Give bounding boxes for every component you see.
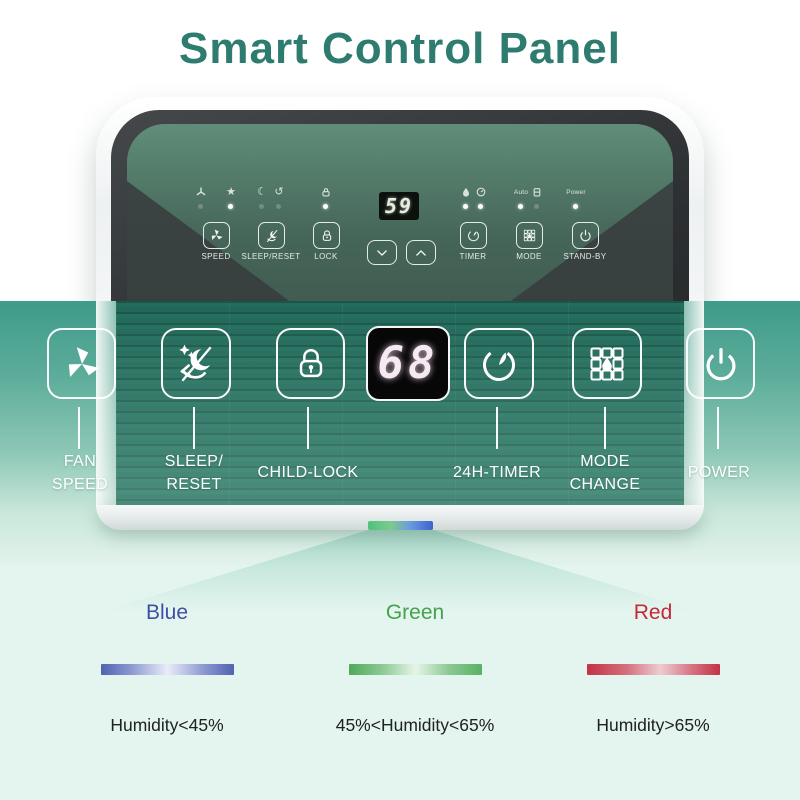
callout-line xyxy=(193,407,195,449)
label-line: MODE xyxy=(580,453,630,470)
sleep-reset-icon xyxy=(179,344,212,381)
panel-speed-label: SPEED xyxy=(201,252,231,261)
callout-line xyxy=(496,407,498,449)
indicator-dot xyxy=(276,204,281,209)
humidity-bar-blue xyxy=(100,664,234,675)
panel-standby-label: STAND-BY xyxy=(563,252,607,261)
auto-indicator-label: Auto xyxy=(513,189,529,196)
sleep-reset-icon xyxy=(266,229,278,242)
humidity-indicator-light xyxy=(368,521,433,530)
panel-up-button[interactable] xyxy=(406,240,436,265)
band-label-timer: 24H-TIMER xyxy=(412,450,582,484)
label-line: SLEEP/ xyxy=(164,453,224,470)
band-label-mode-change: MODE CHANGE xyxy=(520,450,690,496)
legend-column-red: Red Humidity>65% xyxy=(533,600,773,736)
lock-indicator-icon xyxy=(322,188,330,197)
callout-line xyxy=(717,407,719,449)
panel-display: 59 xyxy=(379,192,419,220)
chevron-down-icon xyxy=(377,249,387,256)
panel-mode-label: MODE xyxy=(516,252,542,261)
timer-icon xyxy=(483,348,515,381)
panel-mode-button[interactable] xyxy=(516,222,543,249)
indicator-dot xyxy=(573,204,578,209)
indicator-dot xyxy=(198,204,203,209)
moon-indicator-icon: ☾ xyxy=(257,186,267,198)
band-power-button[interactable] xyxy=(686,328,755,399)
indicator-dot xyxy=(228,204,233,209)
indicator-dot xyxy=(259,204,264,209)
panel-lock-button[interactable] xyxy=(313,222,340,249)
panel-lock-label: LOCK xyxy=(314,252,338,261)
panel-sleep-reset-button[interactable] xyxy=(258,222,285,249)
legend-range-red: Humidity>65% xyxy=(596,715,710,735)
label-line: 24H-TIMER xyxy=(452,464,542,481)
callout-line xyxy=(307,407,309,449)
band-sleep-reset-button[interactable] xyxy=(161,328,231,399)
callout-line xyxy=(604,407,606,449)
band-label-power: POWER xyxy=(634,450,800,484)
star-indicator-icon: ★ xyxy=(226,186,236,198)
humidity-bar-green xyxy=(348,664,482,675)
legend-range-blue: Humidity<45% xyxy=(110,715,224,735)
panel-speed-button[interactable] xyxy=(203,222,230,249)
fan-indicator-icon xyxy=(196,187,206,196)
indicator-dot xyxy=(323,204,328,209)
label-line: CHANGE xyxy=(569,476,641,493)
reset-indicator-icon: ↺ xyxy=(274,186,284,198)
label-line: FAN xyxy=(63,453,97,470)
clock-indicator-icon xyxy=(476,187,486,197)
lock-icon xyxy=(299,348,322,377)
panel-sleep-reset-label: SLEEP/RESET xyxy=(241,252,301,261)
band-timer-button[interactable] xyxy=(464,328,534,399)
fan-icon xyxy=(211,229,223,241)
humidity-bar-red xyxy=(586,664,720,675)
power-icon xyxy=(705,347,736,380)
fan-icon xyxy=(68,346,99,377)
device-left-edge xyxy=(96,301,116,505)
band-label-fan-speed: FAN SPEED xyxy=(0,450,165,496)
panel-timer-label: TIMER xyxy=(459,252,487,261)
band-display: 68 xyxy=(366,326,450,401)
mode-icon xyxy=(590,347,624,380)
power-indicator-label: Power xyxy=(566,189,586,196)
timer-icon xyxy=(468,230,479,242)
band-mode-button[interactable] xyxy=(572,328,642,399)
label-line: CHILD-LOCK xyxy=(257,464,359,481)
chevron-up-icon xyxy=(416,249,426,256)
lock-icon xyxy=(322,229,331,241)
power-icon xyxy=(580,229,591,242)
legend-title-blue: Blue xyxy=(145,601,189,624)
device-right-edge xyxy=(684,301,704,505)
callout-line xyxy=(78,407,80,449)
mode-icon xyxy=(523,229,536,242)
tank-indicator-icon xyxy=(533,188,541,197)
panel-down-button[interactable] xyxy=(367,240,397,265)
legend-title-red: Red xyxy=(633,601,673,624)
legend-column-green: Green 45%<Humidity<65% xyxy=(295,600,535,736)
indicator-dot xyxy=(463,204,468,209)
legend-range-green: 45%<Humidity<65% xyxy=(335,715,495,735)
drop-indicator-icon xyxy=(463,187,469,197)
indicator-dot xyxy=(518,204,523,209)
indicator-dot xyxy=(478,204,483,209)
band-label-child-lock: CHILD-LOCK xyxy=(223,450,393,484)
panel-timer-button[interactable] xyxy=(460,222,487,249)
legend-column-blue: Blue Humidity<45% xyxy=(47,600,287,736)
legend-title-green: Green xyxy=(385,601,445,624)
label-line: POWER xyxy=(687,464,751,481)
band-fan-speed-button[interactable] xyxy=(47,328,116,399)
label-line: SPEED xyxy=(51,476,109,493)
page-title: Smart Control Panel xyxy=(179,24,621,73)
panel-standby-button[interactable] xyxy=(572,222,599,249)
band-label-sleep-reset: SLEEP/RESET xyxy=(109,450,279,496)
band-child-lock-button[interactable] xyxy=(276,328,345,399)
indicator-dot xyxy=(534,204,539,209)
label-line: RESET xyxy=(166,476,222,493)
